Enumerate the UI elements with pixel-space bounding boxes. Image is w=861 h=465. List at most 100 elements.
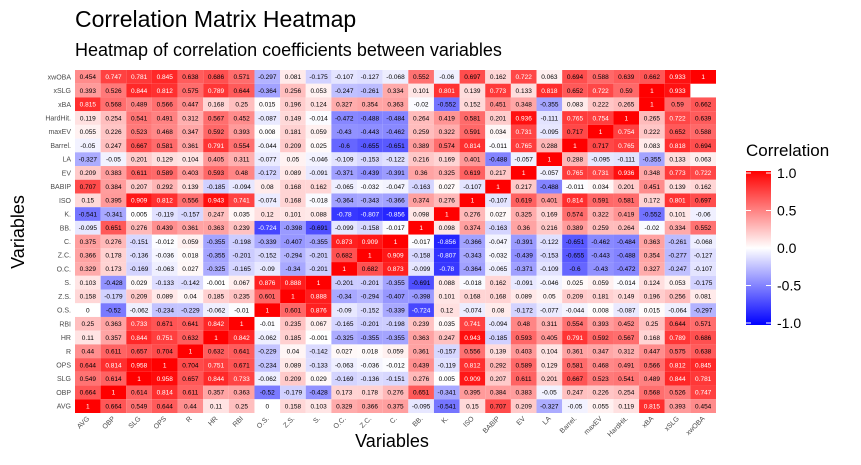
cell-value-label: 0.162 [695,184,712,191]
heatmap-cell [510,179,537,194]
cell-value-label: 0.657 [131,349,148,356]
cell-value-label: -0.807 [438,253,457,260]
heatmap-cell [177,234,204,249]
cell-value-label: 0.124 [644,280,661,287]
cell-value-label: 0.259 [592,225,609,232]
cell-value-label: 0.589 [157,170,174,177]
heatmap-cell [100,234,127,249]
heatmap-cell [408,166,434,180]
heatmap-cell [280,371,306,386]
cell-value-label: 0.707 [490,403,507,410]
heatmap-cell [305,207,332,221]
heatmap-cell [75,193,101,208]
heatmap-cell [510,138,537,153]
heatmap-cell [280,275,306,290]
cell-value-label: -0.017 [386,225,405,232]
heatmap-cell [536,330,563,345]
heatmap-cell [433,358,460,372]
heatmap-cell [433,385,460,400]
heatmap-cell [100,83,127,98]
heatmap-cell [459,138,486,153]
heatmap-cell [203,303,229,317]
cell-value-label: 0.185 [208,294,225,301]
cell-value-label: 0.641 [182,321,199,328]
heatmap-cell [536,220,563,235]
heatmap-cell [331,275,358,290]
cell-value-label: 0.733 [131,321,148,328]
cell-value-label: -0.127 [361,74,380,81]
x-tick-label: xBA [641,415,655,429]
heatmap-cell [331,303,358,317]
heatmap-cell [510,124,537,139]
heatmap-cell [587,330,614,345]
cell-value-label: 0.15 [466,403,479,410]
x-tick-label: Z.S. [282,415,296,429]
heatmap-cell [485,303,511,317]
heatmap-cell [203,262,229,276]
heatmap-cell [459,330,486,345]
heatmap-cell [587,193,614,208]
heatmap-cell [75,97,101,112]
cell-value-label: -0.472 [617,266,636,273]
heatmap-cell [459,275,486,290]
heatmap-cell [587,275,614,290]
cell-value-label: 0.361 [413,349,430,356]
cell-value-label: 0.149 [285,115,302,122]
cell-value-label: 0.276 [131,225,148,232]
cell-value-label: -0.011 [566,184,584,191]
cell-value-label: 0.59 [620,88,633,95]
cell-value-label: -0.111 [618,156,636,163]
heatmap-cell [177,193,204,208]
heatmap-cell [331,371,358,386]
cell-value-label: 0.581 [567,362,584,369]
cell-value-label: -0.185 [207,184,226,191]
heatmap-cell [305,124,332,139]
heatmap-cell [177,83,204,98]
cell-value-label: 0.389 [567,225,584,232]
cell-value-label: 1 [137,376,141,383]
heatmap-cell [203,111,229,125]
y-tick-label: LA [62,157,71,164]
heatmap-cell [562,316,588,331]
cell-value-label: 0.357 [105,335,122,342]
cell-value-label: -0.047 [489,239,508,246]
cell-value-label: -0.691 [309,225,328,232]
cell-value-label: 0.581 [618,198,635,205]
cell-value-label: 0.943 [464,335,481,342]
cell-value-label: 0.055 [80,129,97,136]
heatmap-cell [459,193,486,208]
cell-value-label: -0.057 [514,156,533,163]
heatmap-cell [562,83,588,98]
cell-value-label: 0.403 [516,349,533,356]
heatmap-cell [664,179,691,194]
heatmap-cell [639,83,665,98]
heatmap-cell [690,330,716,345]
heatmap-cell [485,179,511,194]
heatmap-cell [664,124,691,139]
cell-value-label: 0.451 [490,102,507,109]
heatmap-cell [690,152,716,167]
heatmap-cell [562,330,588,345]
heatmap-cell [75,248,101,263]
heatmap-cell [203,124,229,139]
heatmap-cell [562,220,588,235]
cell-value-label: 0.312 [618,349,635,356]
cell-value-label: -0.327 [79,156,98,163]
heatmap-cell [228,220,255,235]
heatmap-cell [536,358,563,372]
heatmap-cell [151,358,178,372]
cell-value-label: 0.523 [592,376,609,383]
heatmap-cell [75,275,101,290]
cell-value-label: -0.807 [361,211,380,218]
heatmap-cell [485,248,511,263]
cell-value-label: -0.074 [463,307,482,314]
heatmap-cell [485,316,511,331]
heatmap-cell [485,358,511,372]
heatmap-cell [177,70,204,84]
y-tick-label: Z.C. [58,253,71,260]
cell-value-label: -0.122 [540,239,559,246]
heatmap-cell [613,124,640,139]
cell-value-label: 0.571 [695,321,712,328]
heatmap-cell [357,289,383,304]
